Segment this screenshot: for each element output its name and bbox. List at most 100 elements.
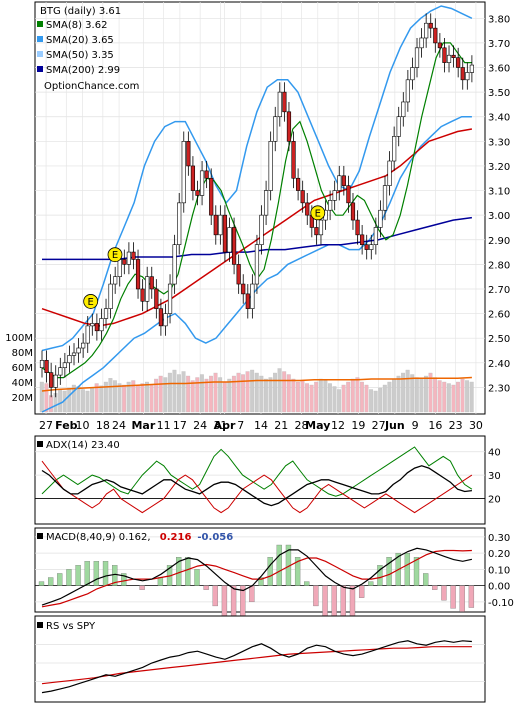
price-candle [158, 298, 164, 336]
macd-tick-label: -0.10 [488, 598, 514, 609]
date-tick-label: Apr [214, 419, 236, 432]
candle-body [314, 227, 319, 236]
date-tick-label: 28 [295, 419, 309, 432]
price-candle [424, 13, 429, 48]
volume-bar [58, 389, 63, 413]
candle-body [167, 283, 173, 314]
macd-histogram-bar [349, 585, 356, 619]
price-candle [314, 217, 319, 245]
candle-body [446, 54, 452, 63]
volume-bar [145, 381, 149, 413]
volume-bar [401, 372, 406, 413]
price-candle [39, 350, 45, 378]
candle-body [222, 214, 228, 253]
candle-body [350, 202, 356, 221]
candle-body [76, 347, 81, 354]
date-tick-label: 24 [112, 419, 126, 432]
volume-bar [295, 381, 300, 413]
volume-bar [117, 383, 122, 413]
candle-body [387, 160, 392, 186]
candle-body [332, 190, 337, 201]
candle-body [250, 283, 255, 309]
candle-body [241, 283, 246, 295]
rs-average-line [41, 646, 472, 685]
candle-body [218, 214, 223, 236]
volume-bar [186, 375, 191, 413]
price-panel-frame [34, 1, 486, 415]
price-candle [419, 28, 424, 58]
earnings-marker-letter: E [315, 208, 321, 219]
rs-panel-frame [34, 615, 486, 703]
price-candle [99, 308, 104, 341]
price-candles [39, 13, 474, 398]
price-candle [135, 249, 141, 299]
candle-body [53, 374, 58, 388]
price-candle [71, 343, 77, 366]
volume-bar [446, 383, 451, 413]
volume-bar [451, 384, 456, 413]
candle-body [195, 190, 200, 196]
candle-body [213, 214, 218, 236]
volume-bar [131, 380, 136, 413]
price-candle [113, 266, 118, 294]
volume-bar [222, 381, 227, 413]
macd-tick-label: 0.20 [488, 549, 510, 560]
volume-bar [263, 378, 268, 413]
candle-body [49, 372, 54, 388]
macd-histogram-bar [377, 565, 383, 586]
price-candle [360, 224, 365, 255]
date-tick-label: 30 [469, 419, 483, 432]
volume-bar [250, 369, 255, 413]
price-candle [369, 234, 374, 260]
earnings-marker-letter: E [112, 250, 118, 261]
candle-body [245, 293, 250, 309]
legend: BTG (daily) 3.61 SMA(8) 3.62 SMA(20) 3.6… [37, 6, 139, 92]
volume-bar [286, 374, 291, 413]
candle-body [410, 67, 415, 81]
macd-histogram-bar [157, 577, 164, 586]
volume-bar [359, 381, 364, 413]
price-candle [85, 316, 90, 353]
price-candle [469, 55, 474, 83]
volume-bar [387, 381, 392, 413]
candle-body [81, 342, 86, 349]
volume-average-line [41, 376, 472, 392]
price-candle [451, 45, 456, 68]
candle-body [405, 79, 410, 103]
candle-body [259, 214, 264, 245]
volume-bar [140, 383, 145, 413]
candle-body [39, 360, 45, 369]
volume-bar [90, 387, 95, 413]
macd-histogram-bar [304, 581, 310, 586]
candle-body [44, 360, 49, 373]
macd-histogram-bar [75, 565, 81, 586]
candle-body [378, 209, 383, 228]
candle-body [392, 136, 397, 162]
date-tick-label: 19 [351, 419, 365, 432]
volume-bars [39, 368, 474, 413]
volume-bar [323, 380, 328, 413]
volume-bar [277, 368, 282, 413]
price-candle [250, 274, 255, 319]
candle-body [131, 251, 136, 260]
candle-body [401, 101, 406, 118]
rs-label: RS vs SPY [46, 621, 96, 632]
volume-bar [99, 385, 104, 413]
price-candle [195, 180, 200, 206]
price-candle [227, 217, 232, 262]
rs-line [41, 640, 472, 694]
price-candle [94, 313, 99, 341]
ticker-title: BTG (daily) 3.61 [40, 6, 121, 17]
candle-body [204, 170, 209, 179]
volume-bar [314, 381, 319, 413]
macd-histogram-bar [450, 585, 456, 609]
macd-histogram-bar [313, 585, 319, 607]
volume-bar [378, 387, 383, 413]
volume-bar [218, 377, 223, 413]
volume-bar [154, 378, 159, 413]
volume-bar [81, 389, 85, 413]
price-candle [296, 168, 301, 201]
volume-bar [419, 378, 424, 413]
price-axis-ticks: 2.30 2.40 2.50 2.60 2.70 2.80 2.90 3.00 3.10 3.20… [488, 14, 510, 394]
